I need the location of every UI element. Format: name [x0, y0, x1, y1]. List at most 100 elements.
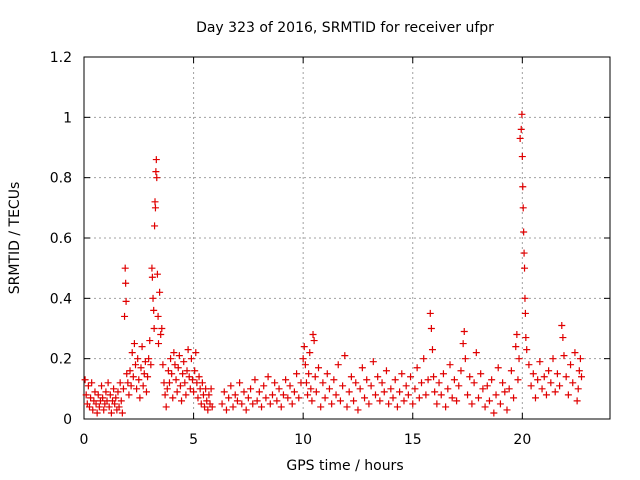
data-point	[124, 379, 132, 387]
data-point	[483, 382, 491, 390]
data-point	[453, 397, 461, 405]
data-point	[400, 397, 408, 405]
data-point	[150, 306, 158, 314]
data-point	[118, 409, 126, 417]
data-point	[507, 367, 515, 375]
data-point	[151, 222, 159, 230]
data-point	[422, 391, 430, 399]
data-point	[460, 328, 468, 336]
data-point	[126, 367, 134, 375]
data-point	[371, 391, 379, 399]
data-point	[136, 394, 144, 402]
data-point	[183, 367, 191, 375]
data-point	[197, 400, 205, 408]
data-point	[367, 382, 375, 390]
data-point	[170, 349, 178, 357]
data-point	[571, 349, 579, 357]
data-point	[450, 376, 458, 384]
data-point	[521, 294, 529, 302]
y-tick-label: 0.8	[50, 171, 72, 187]
data-point	[229, 403, 237, 411]
data-point	[413, 364, 421, 372]
data-point	[527, 382, 535, 390]
y-tick-label: 0.6	[50, 231, 72, 247]
data-point	[330, 376, 338, 384]
data-point	[264, 373, 272, 381]
data-point	[137, 364, 145, 372]
data-point	[129, 373, 137, 381]
data-point	[573, 397, 581, 405]
y-tick-label: 0.4	[50, 291, 72, 307]
data-point	[154, 312, 162, 320]
data-point	[151, 198, 159, 206]
data-point	[102, 388, 110, 396]
data-point	[191, 367, 199, 375]
data-point	[92, 400, 100, 408]
data-point	[307, 385, 315, 393]
data-point	[105, 403, 113, 411]
data-point	[187, 355, 195, 363]
data-point	[505, 385, 513, 393]
data-point	[578, 373, 586, 381]
data-point	[88, 379, 96, 387]
data-point	[167, 355, 175, 363]
data-point	[365, 400, 373, 408]
data-point	[266, 400, 274, 408]
data-point	[385, 400, 393, 408]
data-point	[111, 400, 119, 408]
y-tick-label: 1	[63, 110, 72, 126]
data-point	[558, 321, 566, 329]
data-point	[519, 183, 527, 191]
data-point	[341, 352, 349, 360]
data-point	[520, 249, 528, 257]
data-point	[300, 343, 308, 351]
data-point	[161, 391, 169, 399]
data-point	[427, 325, 435, 332]
data-point	[363, 376, 371, 384]
data-point	[130, 340, 138, 348]
data-point	[430, 373, 438, 381]
data-point	[168, 370, 176, 378]
data-point	[106, 391, 114, 399]
data-point	[148, 273, 156, 281]
data-point	[236, 379, 244, 387]
data-point	[150, 325, 158, 332]
data-point	[116, 379, 124, 387]
x-axis-label: GPS time / hours	[286, 458, 403, 474]
data-point	[238, 400, 246, 408]
data-point	[123, 370, 131, 378]
data-point	[325, 385, 333, 393]
data-point	[503, 406, 511, 414]
data-point	[218, 400, 226, 408]
data-point	[112, 394, 120, 402]
data-point	[521, 264, 529, 272]
data-point	[179, 370, 187, 378]
data-point	[415, 394, 423, 402]
data-point	[309, 331, 317, 339]
x-tick-label: 10	[294, 432, 312, 448]
data-point	[457, 367, 465, 375]
data-point	[93, 409, 101, 417]
data-point	[352, 379, 360, 387]
data-point	[455, 382, 463, 390]
data-point	[295, 394, 303, 402]
data-point	[299, 355, 307, 363]
data-point	[163, 385, 171, 393]
data-point	[181, 379, 189, 387]
data-point	[139, 382, 147, 390]
data-point	[141, 358, 149, 366]
data-point	[574, 385, 582, 393]
data-point	[293, 370, 301, 378]
data-point	[411, 385, 419, 393]
data-point	[328, 400, 336, 408]
data-point	[180, 358, 188, 366]
data-point	[343, 403, 351, 411]
data-point	[122, 297, 130, 305]
data-point	[312, 388, 320, 396]
data-point	[282, 376, 290, 384]
data-point	[164, 367, 172, 375]
data-point	[481, 403, 489, 411]
data-point	[157, 331, 165, 339]
data-point	[354, 406, 362, 414]
chart-title: Day 323 of 2016, SRMTID for receiver ufp…	[196, 20, 494, 36]
